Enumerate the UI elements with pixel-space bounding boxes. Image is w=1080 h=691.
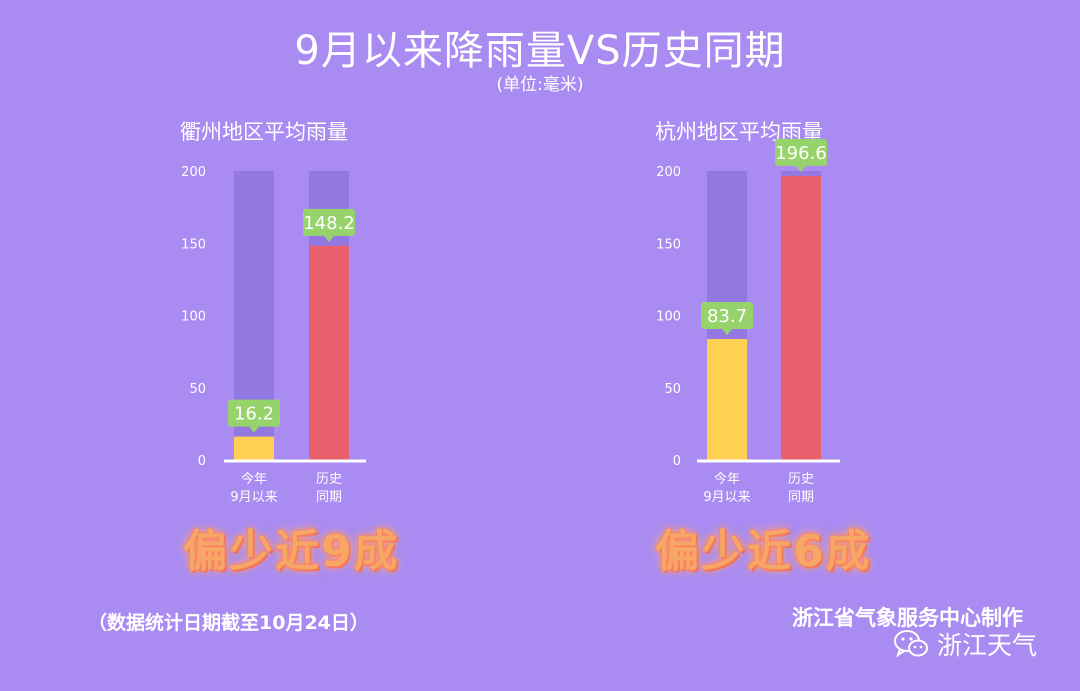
y-tick-label-quzhou: 200: [181, 165, 206, 180]
data-label-pointer-quzhou: [249, 426, 259, 433]
y-tick-label-hangzhou: 200: [656, 165, 681, 180]
data-label-pointer-hangzhou: [722, 329, 732, 336]
category-label-quzhou: 同期: [316, 490, 342, 505]
data-label-bg-quzhou: [303, 208, 355, 236]
data-label-pointer-quzhou: [324, 235, 334, 242]
y-tick-label-hangzhou: 100: [656, 310, 681, 325]
y-tick-label-quzhou: 100: [181, 310, 206, 325]
data-date-footnote: （数据统计日期截至10月24日）: [88, 612, 369, 634]
y-tick-label-hangzhou: 150: [656, 237, 681, 252]
y-tick-label-quzhou: 0: [198, 454, 206, 469]
bar-hangzhou: [707, 339, 747, 460]
category-label-hangzhou: 9月以来: [703, 490, 750, 505]
data-label-quzhou: 148.2: [303, 213, 355, 234]
data-label-bg-quzhou: [228, 399, 280, 427]
verdict-quzhou: 偏少近9成: [183, 526, 400, 577]
category-label-hangzhou: 历史: [788, 472, 814, 487]
category-label-quzhou: 今年: [241, 471, 267, 487]
data-label-bg-hangzhou: [775, 138, 827, 166]
bar-hangzhou: [781, 175, 821, 460]
y-tick-label-quzhou: 150: [181, 237, 206, 252]
wechat-account-name: 浙江天气: [937, 631, 1038, 660]
verdict-hangzhou: 偏少近6成: [655, 526, 872, 577]
wechat-account: 浙江天气: [893, 624, 1037, 664]
page-title: 9月以来降雨量VS历史同期: [294, 28, 786, 74]
wechat-icon: [894, 630, 928, 658]
credit-text: 浙江省气象服务中心制作: [792, 606, 1023, 630]
unit-label: (单位:毫米): [496, 75, 584, 95]
category-label-quzhou: 历史: [316, 472, 342, 487]
data-label-quzhou: 16.2: [234, 404, 274, 425]
data-label-pointer-hangzhou: [796, 165, 806, 172]
bar-quzhou: [234, 436, 274, 460]
data-label-hangzhou: 83.7: [707, 306, 747, 327]
chart-title-quzhou: 衢州地区平均雨量: [180, 120, 348, 144]
category-label-hangzhou: 同期: [788, 490, 814, 505]
data-label-hangzhou: 196.6: [775, 143, 827, 164]
y-tick-label-hangzhou: 0: [673, 454, 681, 469]
bar-quzhou: [309, 245, 349, 460]
data-label-bg-hangzhou: [701, 302, 753, 330]
y-tick-label-hangzhou: 50: [664, 382, 681, 397]
y-tick-label-quzhou: 50: [189, 382, 206, 397]
category-label-hangzhou: 今年: [714, 471, 740, 487]
category-label-quzhou: 9月以来: [230, 490, 277, 505]
